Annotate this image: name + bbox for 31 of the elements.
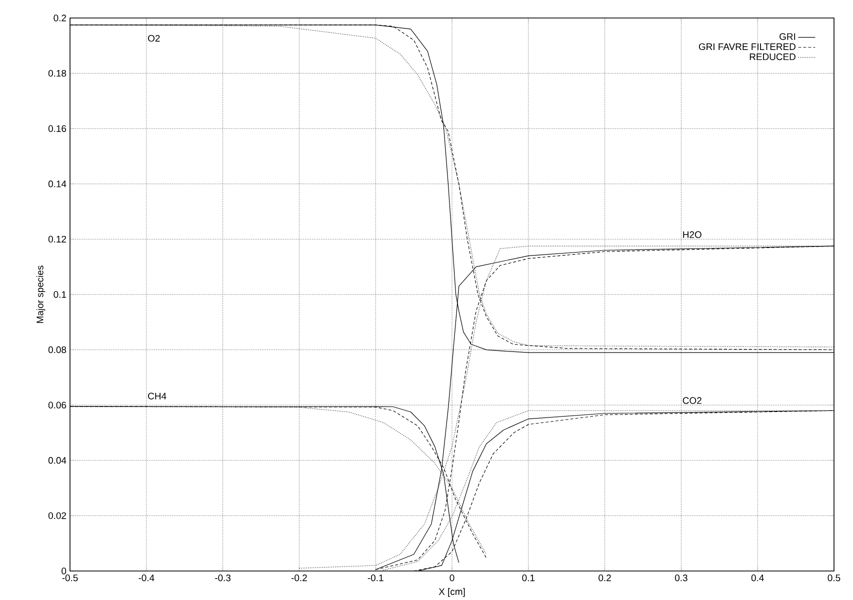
y-tick-label: 0.14 <box>48 180 66 188</box>
y-tick-label: 0.08 <box>48 346 66 354</box>
annotation: H2O <box>683 231 702 238</box>
x-tick-label: 0.2 <box>598 574 611 582</box>
y-tick-label: 0.1 <box>54 291 66 298</box>
x-tick-label: -0.4 <box>138 574 154 582</box>
annotation: O2 <box>148 34 160 42</box>
legend-label: REDUCED <box>750 53 796 60</box>
y-tick-label: 0.18 <box>48 70 66 77</box>
y-tick-label: 0.04 <box>48 456 66 464</box>
y-tick-label: 0.2 <box>54 14 66 22</box>
x-tick-label: 0.4 <box>751 574 764 582</box>
x-tick-label: -0.3 <box>215 574 231 582</box>
legend-label: GRI <box>780 33 796 40</box>
y-tick-label: 0.12 <box>48 236 66 242</box>
annotation: CO2 <box>682 397 702 404</box>
y-tick-label: 0.02 <box>48 512 66 519</box>
legend-label: GRI FAVRE FILTERED <box>698 43 796 50</box>
y-tick-label: 0 <box>62 568 66 574</box>
y-tick-label: 0.16 <box>48 125 66 132</box>
x-tick-label: 0.3 <box>674 574 688 582</box>
x-tick-label: -0.1 <box>368 574 384 582</box>
x-tick-label: 0.1 <box>522 574 535 582</box>
y-tick-label: 0.06 <box>48 402 66 408</box>
x-tick-label: 0.5 <box>828 574 840 582</box>
y-axis-title: Major species <box>36 266 46 323</box>
x-tick-label: -0.5 <box>62 574 78 582</box>
annotation: CH4 <box>148 392 166 400</box>
x-tick-label: -0.2 <box>291 574 307 582</box>
x-tick-label: 0 <box>450 574 454 582</box>
x-axis-title: X [cm] <box>438 588 465 597</box>
